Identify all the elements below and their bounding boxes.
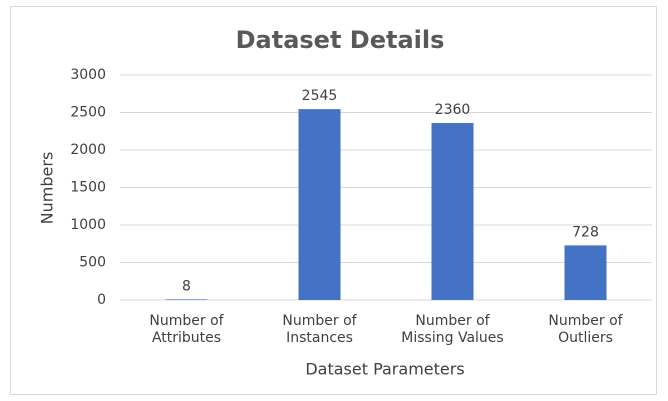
data-label: 2360 bbox=[435, 102, 471, 118]
bar bbox=[431, 123, 474, 300]
bar bbox=[564, 245, 607, 300]
data-label: 728 bbox=[572, 224, 599, 240]
x-tick-label: Number of Attributes bbox=[149, 313, 224, 346]
y-tick-label: 0 bbox=[97, 292, 106, 308]
x-tick-label: Number of Outliers bbox=[548, 313, 623, 346]
chart-title: Dataset Details bbox=[236, 26, 445, 54]
y-tick-label: 500 bbox=[79, 255, 106, 271]
y-tick-label: 2500 bbox=[70, 105, 106, 121]
bar bbox=[165, 299, 208, 300]
x-tick-label: Number of Instances bbox=[282, 313, 357, 346]
x-tick-label: Number of Missing Values bbox=[401, 313, 504, 346]
y-tick-label: 2000 bbox=[70, 142, 106, 158]
y-tick-label: 1000 bbox=[70, 217, 106, 233]
y-tick-label: 3000 bbox=[70, 67, 106, 83]
data-label: 2545 bbox=[302, 88, 338, 104]
bar bbox=[298, 109, 341, 300]
y-tick-label: 1500 bbox=[70, 180, 106, 196]
x-axis-title: Dataset Parameters bbox=[305, 360, 464, 379]
y-axis-title: Numbers bbox=[38, 152, 57, 225]
data-label: 8 bbox=[182, 278, 191, 294]
